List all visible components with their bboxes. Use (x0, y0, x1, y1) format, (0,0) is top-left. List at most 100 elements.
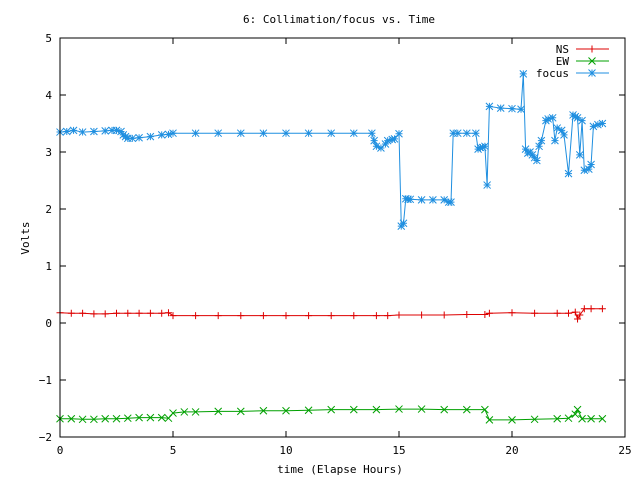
x-tick-label: 10 (279, 444, 292, 457)
plot-frame (59, 37, 626, 438)
data-point-focus (395, 129, 403, 138)
data-point-focus (551, 136, 559, 145)
data-point-ns (395, 311, 403, 319)
data-point-ns (372, 312, 380, 320)
data-point-ew (67, 414, 76, 423)
data-point-ew (236, 407, 245, 416)
data-point-ew (191, 408, 200, 416)
data-point-focus (508, 104, 516, 113)
data-point-focus (521, 145, 530, 154)
data-point-ew (259, 406, 268, 415)
y-tick-label: −1 (39, 374, 52, 387)
data-point-ew (417, 405, 426, 413)
data-point-ew (573, 405, 582, 414)
chart-title: 6: Collimation/focus vs. Time (243, 13, 435, 26)
data-point-focus (372, 142, 381, 151)
series-ew (56, 405, 607, 424)
data-point-ns (463, 310, 471, 318)
data-point-focus (548, 113, 557, 122)
data-point-focus (517, 105, 525, 114)
data-point-ns (574, 315, 582, 323)
axis-ticks: 0 5 10 15 20 25 −2 −1 0 1 2 3 4 5 (39, 32, 632, 457)
data-point-focus (519, 70, 528, 78)
data-point-focus (535, 142, 543, 151)
data-point-ew (440, 405, 449, 414)
data-point-ns (124, 309, 132, 317)
data-point-focus (399, 219, 408, 228)
data-point-focus (117, 127, 125, 136)
data-point-focus (304, 129, 313, 138)
series-line-focus (59, 73, 603, 228)
data-point-focus (447, 198, 455, 207)
data-point-focus (157, 131, 166, 139)
data-point-focus (453, 129, 462, 138)
data-point-ns (169, 312, 177, 320)
data-point-ns (305, 312, 313, 320)
data-point-focus (471, 129, 480, 138)
data-point-ns (158, 309, 166, 317)
data-point-ns (237, 312, 245, 320)
data-point-ns (282, 312, 290, 320)
data-point-ns (531, 309, 539, 317)
data-point-focus (478, 143, 487, 152)
data-point-focus (485, 102, 494, 111)
data-point-ns (164, 309, 172, 317)
data-point-focus (553, 124, 562, 132)
data-point-ew (485, 416, 494, 424)
data-point-focus (462, 129, 471, 138)
data-point-ew (282, 406, 290, 415)
data-point-focus (580, 166, 589, 175)
data-point-ns (576, 311, 584, 319)
data-point-focus (523, 149, 532, 157)
data-point-ew (481, 405, 489, 414)
data-point-ns (418, 311, 426, 319)
series-line-ew (60, 408, 603, 421)
y-tick-label: 3 (45, 146, 52, 159)
data-point-focus (589, 122, 598, 131)
data-point-focus (135, 133, 143, 142)
y-tick-label: 1 (45, 260, 52, 273)
data-point-ew (395, 405, 403, 413)
legend-marker-ew (588, 57, 596, 65)
legend-label-ns: NS (556, 43, 569, 56)
data-point-ns (259, 312, 267, 320)
data-point-focus (108, 126, 116, 135)
data-point-ew (180, 408, 189, 416)
data-point-ns (598, 305, 606, 313)
data-point-ew (372, 405, 381, 414)
x-tick-label: 0 (57, 444, 64, 457)
data-point-focus (483, 181, 491, 189)
data-point-ew (349, 405, 358, 414)
data-point-ew (571, 410, 580, 419)
data-point-ew (508, 416, 516, 424)
legend-label-focus: focus (536, 67, 569, 80)
data-point-focus (90, 127, 98, 136)
data-point-focus (169, 129, 177, 138)
data-point-ew (90, 415, 98, 424)
data-point-focus (429, 196, 437, 204)
data-point-focus (78, 128, 87, 136)
y-tick-label: 2 (45, 203, 52, 216)
data-point-ew (123, 414, 132, 423)
data-point-ew (598, 414, 607, 423)
data-point-ns (508, 309, 516, 317)
data-point-ew (304, 406, 313, 415)
data-point-focus (575, 150, 584, 159)
data-point-focus (388, 135, 397, 144)
data-point-ns (553, 309, 561, 317)
data-point-focus (349, 129, 358, 138)
data-point-focus (370, 136, 378, 145)
data-point-ns (214, 312, 222, 320)
x-tick-label: 20 (505, 444, 518, 457)
y-axis-label: Volts (19, 221, 32, 254)
data-point-ns (135, 309, 143, 317)
data-point-focus (383, 136, 392, 145)
data-point-ew (101, 414, 110, 423)
data-point-ns (101, 310, 109, 318)
data-point-focus (533, 156, 541, 165)
data-point-ns (440, 311, 448, 319)
data-point-ns (485, 309, 493, 317)
data-point-focus (544, 115, 553, 123)
data-point-ew (112, 414, 121, 423)
data-point-ew (587, 414, 595, 423)
